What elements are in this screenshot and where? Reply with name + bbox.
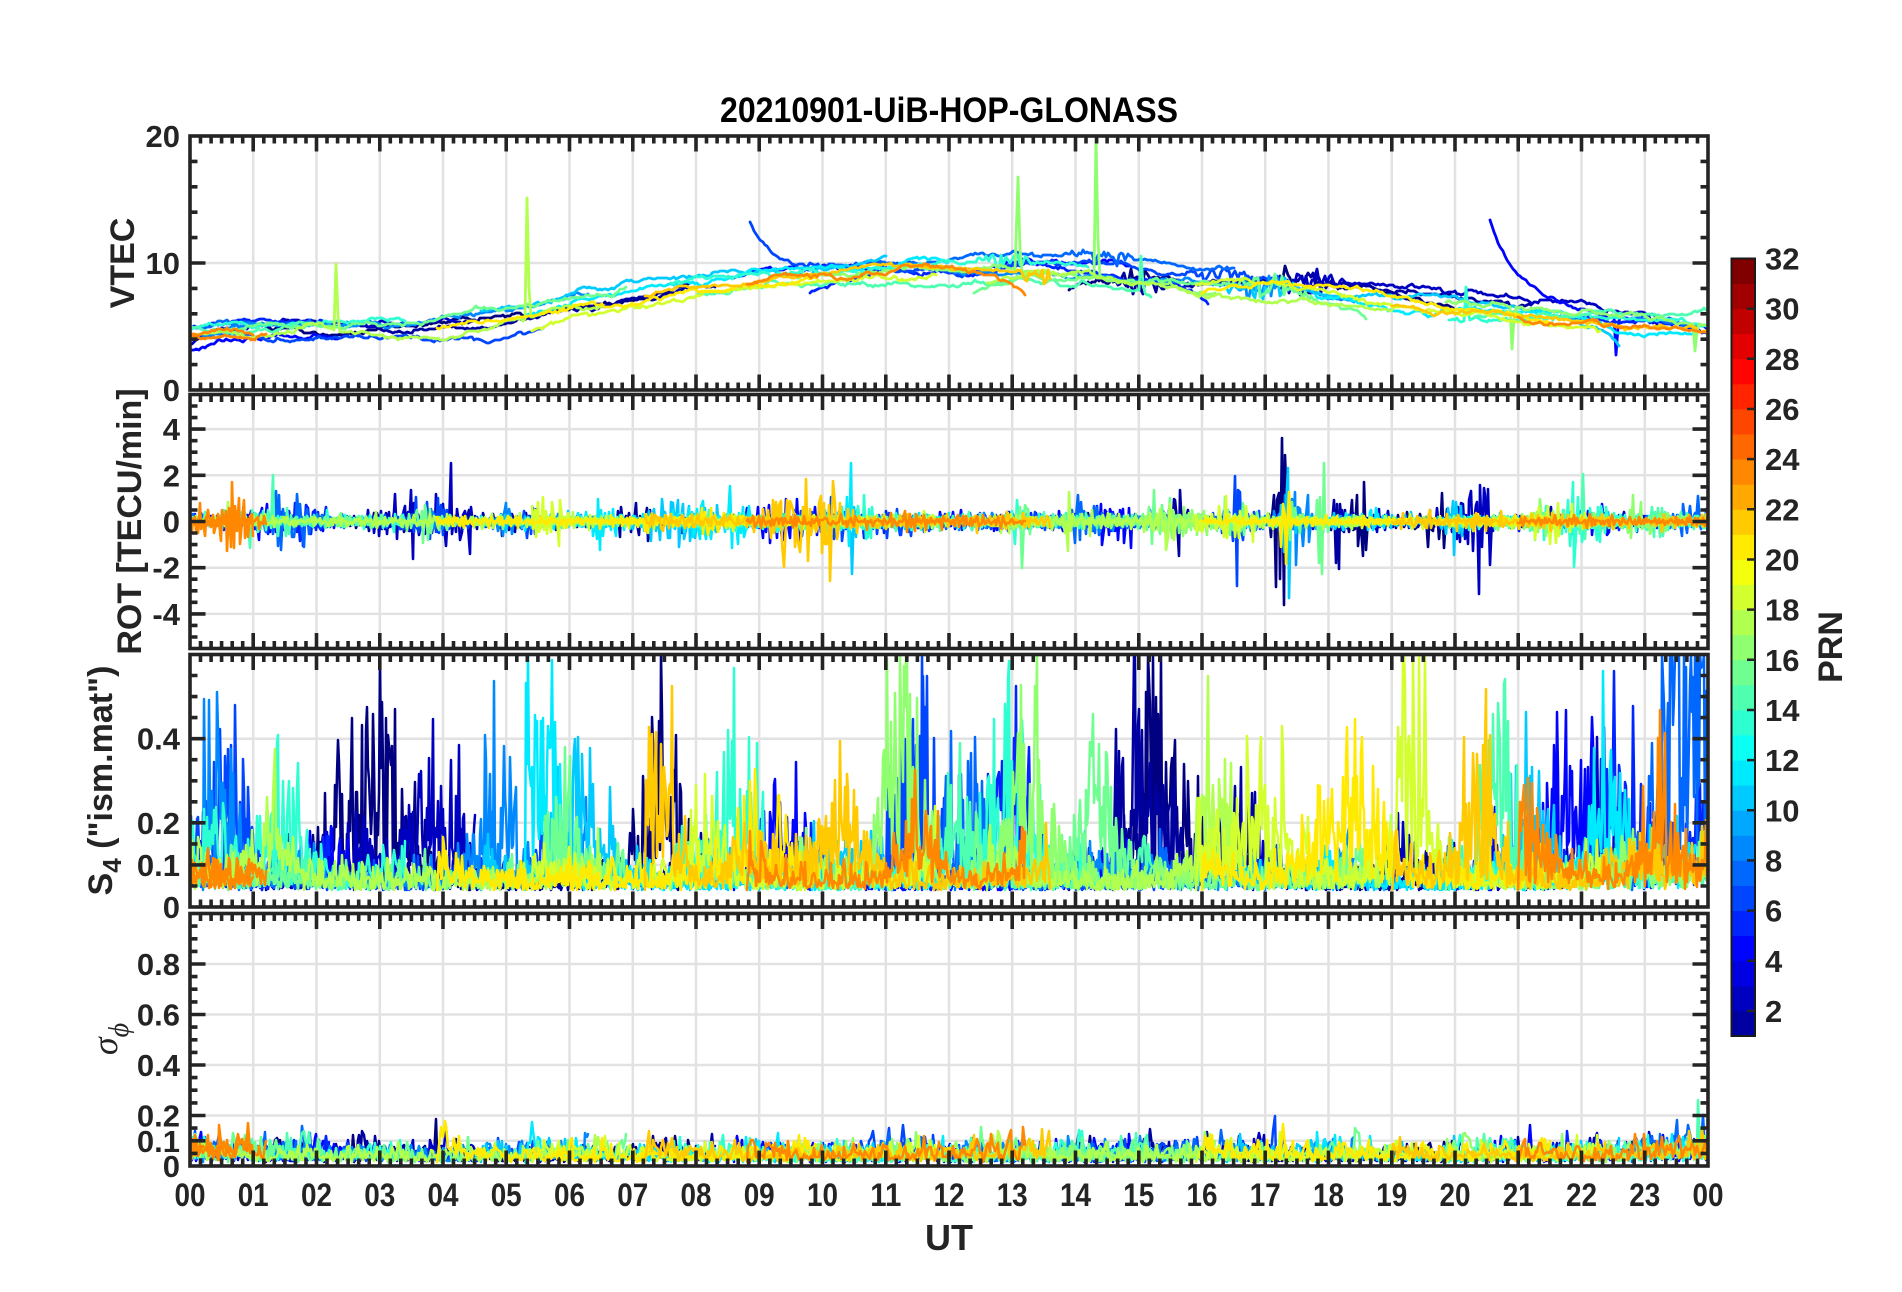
svg-text:ROT [TECU/min]: ROT [TECU/min] (111, 388, 149, 654)
svg-text:20: 20 (1440, 1177, 1471, 1213)
svg-text:17: 17 (1250, 1177, 1281, 1213)
svg-text:23: 23 (1629, 1177, 1660, 1213)
svg-text:00: 00 (175, 1177, 206, 1213)
svg-text:12: 12 (1765, 743, 1799, 778)
svg-text:16: 16 (1765, 643, 1799, 678)
svg-text:10: 10 (146, 246, 180, 281)
svg-text:0.1: 0.1 (137, 848, 180, 883)
svg-text:16: 16 (1187, 1177, 1218, 1213)
svg-text:24: 24 (1765, 442, 1800, 477)
svg-text:6: 6 (1765, 894, 1782, 929)
svg-text:11: 11 (870, 1177, 901, 1213)
svg-text:σϕ: σϕ (85, 1023, 135, 1055)
svg-text:0.2: 0.2 (137, 806, 180, 841)
svg-text:-2: -2 (152, 551, 180, 586)
svg-text:21: 21 (1503, 1177, 1534, 1213)
svg-text:0.2: 0.2 (137, 1099, 180, 1134)
svg-text:18: 18 (1765, 593, 1799, 628)
svg-text:S4 ("ism.mat"): S4 ("ism.mat") (82, 666, 127, 896)
svg-text:06: 06 (554, 1177, 585, 1213)
svg-text:0.4: 0.4 (137, 1048, 181, 1083)
svg-text:22: 22 (1566, 1177, 1597, 1213)
svg-text:20: 20 (146, 119, 180, 154)
svg-text:0.1: 0.1 (137, 1124, 180, 1159)
svg-text:PRN: PRN (1812, 611, 1850, 683)
svg-text:01: 01 (238, 1177, 269, 1213)
svg-text:0: 0 (163, 505, 180, 540)
svg-text:4: 4 (163, 412, 181, 447)
svg-text:2: 2 (1765, 994, 1782, 1029)
svg-text:0: 0 (163, 890, 180, 925)
svg-text:13: 13 (997, 1177, 1028, 1213)
svg-text:03: 03 (364, 1177, 395, 1213)
svg-text:-4: -4 (152, 597, 180, 632)
svg-text:05: 05 (491, 1177, 522, 1213)
svg-text:0: 0 (163, 1149, 180, 1184)
svg-text:0.8: 0.8 (137, 947, 180, 982)
svg-text:19: 19 (1376, 1177, 1407, 1213)
svg-text:VTEC: VTEC (104, 218, 142, 309)
svg-text:14: 14 (1765, 693, 1800, 728)
svg-text:26: 26 (1765, 392, 1799, 427)
svg-text:04: 04 (428, 1177, 459, 1213)
svg-text:2: 2 (163, 458, 180, 493)
svg-text:0: 0 (163, 373, 180, 408)
svg-text:02: 02 (301, 1177, 332, 1213)
svg-text:0.4: 0.4 (137, 722, 181, 757)
svg-text:20: 20 (1765, 543, 1799, 578)
svg-text:09: 09 (744, 1177, 775, 1213)
svg-text:28: 28 (1765, 342, 1799, 377)
svg-text:22: 22 (1765, 492, 1799, 527)
svg-text:07: 07 (617, 1177, 648, 1213)
svg-text:15: 15 (1123, 1177, 1154, 1213)
svg-text:14: 14 (1060, 1177, 1091, 1213)
svg-text:30: 30 (1765, 292, 1799, 327)
svg-text:32: 32 (1765, 242, 1799, 277)
svg-text:0.6: 0.6 (137, 998, 180, 1033)
svg-text:8: 8 (1765, 843, 1782, 878)
svg-text:18: 18 (1313, 1177, 1344, 1213)
svg-text:12: 12 (934, 1177, 965, 1213)
svg-text:4: 4 (1765, 944, 1783, 979)
svg-text:10: 10 (1765, 793, 1799, 828)
svg-text:00: 00 (1693, 1177, 1724, 1213)
svg-text:UT: UT (925, 1217, 973, 1258)
svg-text:08: 08 (681, 1177, 712, 1213)
svg-text:20210901-UiB-HOP-GLONASS: 20210901-UiB-HOP-GLONASS (720, 90, 1178, 130)
svg-text:10: 10 (807, 1177, 838, 1213)
